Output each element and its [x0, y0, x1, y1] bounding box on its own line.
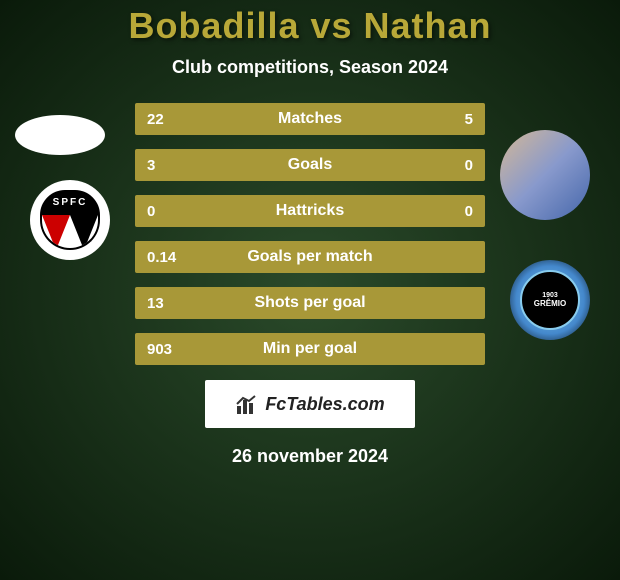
spfc-black-triangle [70, 215, 98, 250]
stat-left-value: 22 [147, 111, 164, 128]
spfc-shield [40, 215, 100, 250]
chart-icon [235, 394, 259, 414]
stat-row-matches: 22 Matches 5 [135, 103, 485, 135]
stat-right-value: 0 [465, 157, 473, 174]
stat-row-gpm: 0.14 Goals per match [135, 241, 485, 273]
stat-left-value: 903 [147, 341, 172, 358]
stat-label: Min per goal [135, 340, 485, 358]
stat-left-value: 0 [147, 203, 155, 220]
stat-row-spg: 13 Shots per goal [135, 287, 485, 319]
stat-row-mpg: 903 Min per goal [135, 333, 485, 365]
stat-label: Matches [135, 110, 485, 128]
player-right-avatar [500, 130, 590, 220]
stat-label: Hattricks [135, 202, 485, 220]
player-left-avatar [15, 115, 105, 155]
club-right-logo: 1903 GRÊMIO [510, 260, 590, 340]
gremio-year: 1903 [534, 292, 566, 299]
footer-brand-text: FcTables.com [265, 394, 384, 415]
footer-badge: FcTables.com [205, 380, 415, 428]
subtitle: Club competitions, Season 2024 [0, 57, 620, 78]
spfc-text: SPFC [40, 190, 100, 215]
gremio-text: 1903 GRÊMIO [534, 292, 566, 308]
spfc-red-triangle [42, 215, 70, 250]
main-container: Bobadilla vs Nathan Club competitions, S… [0, 0, 620, 580]
stat-right-value: 5 [465, 111, 473, 128]
stat-label: Goals per match [135, 248, 485, 266]
stat-label: Shots per goal [135, 294, 485, 312]
spfc-badge: SPFC [40, 190, 100, 250]
stat-left-value: 3 [147, 157, 155, 174]
gremio-name: GRÊMIO [534, 299, 566, 308]
stats-container: 22 Matches 5 3 Goals 0 0 Hattricks 0 0.1… [135, 103, 485, 365]
stat-left-value: 13 [147, 295, 164, 312]
gremio-badge: 1903 GRÊMIO [520, 270, 580, 330]
stat-left-value: 0.14 [147, 249, 176, 266]
date-text: 26 november 2024 [0, 446, 620, 467]
stat-row-hattricks: 0 Hattricks 0 [135, 195, 485, 227]
stat-right-value: 0 [465, 203, 473, 220]
stat-label: Goals [135, 156, 485, 174]
stat-row-goals: 3 Goals 0 [135, 149, 485, 181]
page-title: Bobadilla vs Nathan [0, 5, 620, 47]
club-left-logo: SPFC [30, 180, 110, 260]
